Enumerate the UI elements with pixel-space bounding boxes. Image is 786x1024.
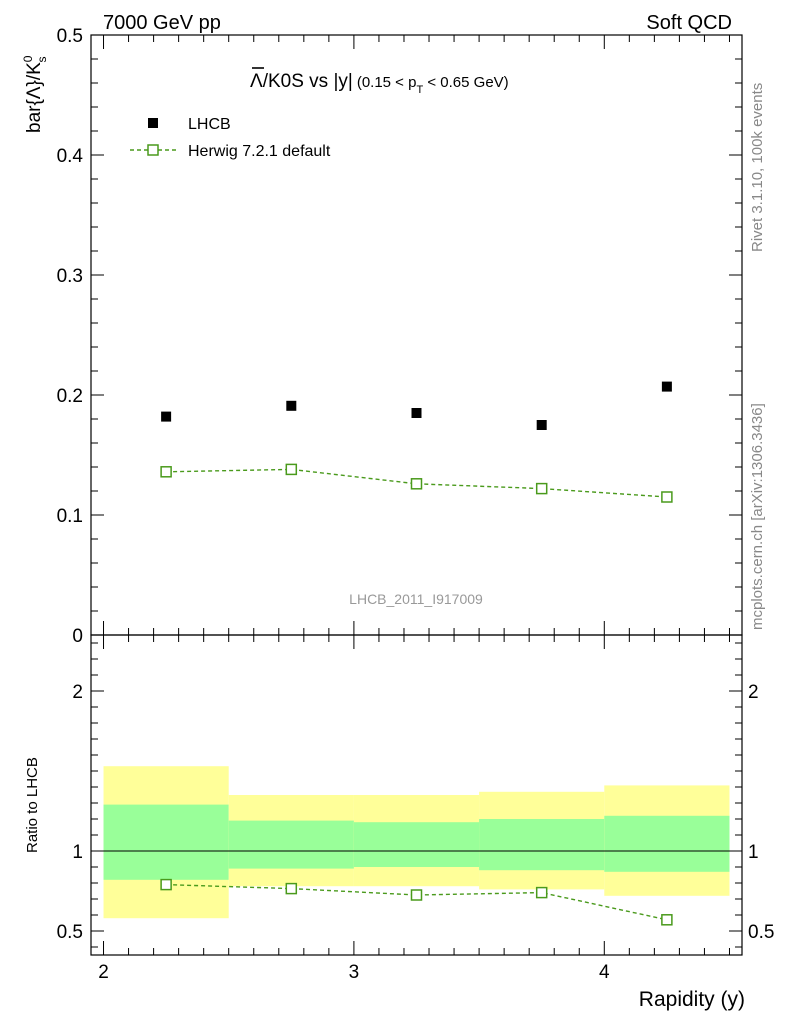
herwig-ratio-point <box>160 878 172 891</box>
ratio-frame <box>90 634 743 956</box>
lhcb-data-point <box>411 408 422 418</box>
herwig-data-point <box>410 478 423 490</box>
ratio-y-tick-label-right: 1 <box>748 842 759 863</box>
main-panel: 0 0.1 0.2 0.3 0.4 0.5 <box>57 26 743 647</box>
source-label: mcplots.cern.ch [arXiv:1306.3436] <box>749 403 766 630</box>
lhcb-data-point <box>161 411 172 422</box>
uncertainty-band-inner <box>604 815 730 872</box>
ratio-y-tick-label-right: 2 <box>748 682 759 703</box>
y-label-sub: s <box>35 57 49 63</box>
herwig-data-point <box>535 482 548 495</box>
x-tick-label: 2 <box>98 962 109 983</box>
lhcb-data-point <box>536 420 547 430</box>
ratio-y-tick-label: 2 <box>72 682 83 703</box>
lhcb-data-point <box>661 381 672 392</box>
y-tick-label: 0.5 <box>57 26 83 47</box>
ratio-y-tick-label-right: 0.5 <box>748 922 774 943</box>
title-cut-subscript: T <box>416 84 423 96</box>
herwig-ratio-point <box>661 914 673 926</box>
uncertainty-band-inner <box>479 819 605 871</box>
uncertainty-band-inner <box>103 804 229 880</box>
title-main: /K0S vs |y| <box>263 71 353 92</box>
x-tick-label: 4 <box>599 962 610 983</box>
analysis-label: LHCB_2011_I917009 <box>349 591 483 607</box>
herwig-data-point <box>160 466 172 478</box>
y-tick-label: 0 <box>72 626 83 647</box>
ratio-y-tick-label: 1 <box>72 842 83 863</box>
herwig-ratio-point <box>285 882 298 895</box>
legend-label-lhcb: LHCB <box>188 116 231 133</box>
title-cut-open: (0.15 < p <box>357 74 417 91</box>
uncertainty-band-inner <box>228 820 354 869</box>
header-energy-label: 7000 GeV pp <box>103 12 221 34</box>
y-label-main: bar{Λ}/K <box>24 62 45 133</box>
herwig-data-point <box>661 491 673 503</box>
header-category-label: Soft QCD <box>646 12 732 34</box>
main-y-axis-label: bar{Λ}/K0s <box>21 55 49 133</box>
y-tick-label: 0.2 <box>57 386 83 407</box>
x-tick-label: 3 <box>349 962 360 983</box>
y-tick-label: 0.3 <box>57 266 83 287</box>
y-label-sup: 0 <box>21 55 35 62</box>
uncertainty-band-inner <box>353 822 480 867</box>
ratio-panel: 2 3 4 0.5 0.5 1 1 2 2 <box>57 634 774 983</box>
rivet-version-label: Rivet 3.1.10, 100k events <box>749 83 766 252</box>
herwig-ratio-point <box>535 886 548 899</box>
y-tick-label: 0.1 <box>57 506 83 527</box>
y-tick-label: 0.4 <box>57 146 84 167</box>
legend: LHCB Herwig 7.2.1 default <box>130 116 331 160</box>
lhcb-data-point <box>286 400 297 411</box>
herwig-ratio-point <box>410 889 423 901</box>
x-axis-label: Rapidity (y) <box>639 988 745 1011</box>
legend-marker-lhcb <box>148 118 158 128</box>
title-cut-close: < 0.65 GeV) <box>423 74 508 91</box>
title-overbar-symbol: Λ <box>250 71 263 92</box>
legend-label-herwig: Herwig 7.2.1 default <box>188 143 331 160</box>
ratio-y-axis-label: Ratio to LHCB <box>24 757 41 853</box>
ratio-y-tick-label: 0.5 <box>57 922 83 943</box>
main-title: Λ/K0S vs |y| (0.15 < pT < 0.65 GeV) <box>250 71 509 96</box>
legend-marker-herwig <box>147 144 159 156</box>
herwig-data-point <box>285 463 298 476</box>
